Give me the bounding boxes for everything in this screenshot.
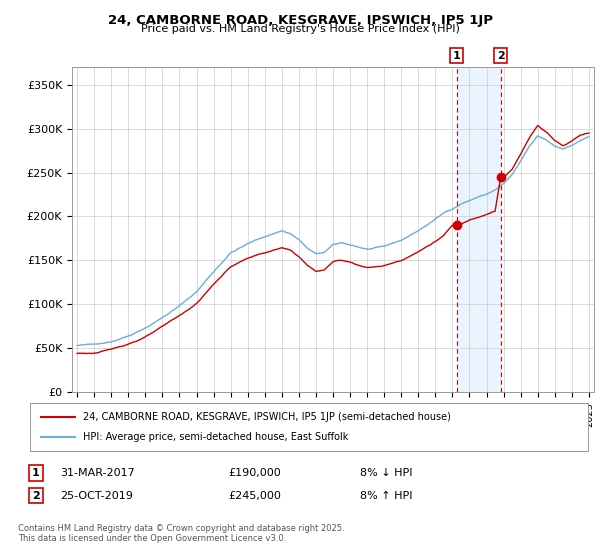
Text: 8% ↓ HPI: 8% ↓ HPI bbox=[360, 468, 413, 478]
Text: Contains HM Land Registry data © Crown copyright and database right 2025.
This d: Contains HM Land Registry data © Crown c… bbox=[18, 524, 344, 543]
Text: 24, CAMBORNE ROAD, KESGRAVE, IPSWICH, IP5 1JP: 24, CAMBORNE ROAD, KESGRAVE, IPSWICH, IP… bbox=[107, 14, 493, 27]
Text: 1: 1 bbox=[32, 468, 40, 478]
Text: 1: 1 bbox=[453, 51, 461, 60]
Bar bbox=[457, 67, 500, 392]
Text: 2: 2 bbox=[497, 51, 505, 60]
Text: HPI: Average price, semi-detached house, East Suffolk: HPI: Average price, semi-detached house,… bbox=[83, 432, 349, 442]
Text: £190,000: £190,000 bbox=[228, 468, 281, 478]
Text: 2: 2 bbox=[32, 491, 40, 501]
Text: 8% ↑ HPI: 8% ↑ HPI bbox=[360, 491, 413, 501]
Text: 31-MAR-2017: 31-MAR-2017 bbox=[60, 468, 135, 478]
Text: £245,000: £245,000 bbox=[228, 491, 281, 501]
Text: Price paid vs. HM Land Registry's House Price Index (HPI): Price paid vs. HM Land Registry's House … bbox=[140, 24, 460, 34]
Text: 25-OCT-2019: 25-OCT-2019 bbox=[60, 491, 133, 501]
Text: 24, CAMBORNE ROAD, KESGRAVE, IPSWICH, IP5 1JP (semi-detached house): 24, CAMBORNE ROAD, KESGRAVE, IPSWICH, IP… bbox=[83, 412, 451, 422]
